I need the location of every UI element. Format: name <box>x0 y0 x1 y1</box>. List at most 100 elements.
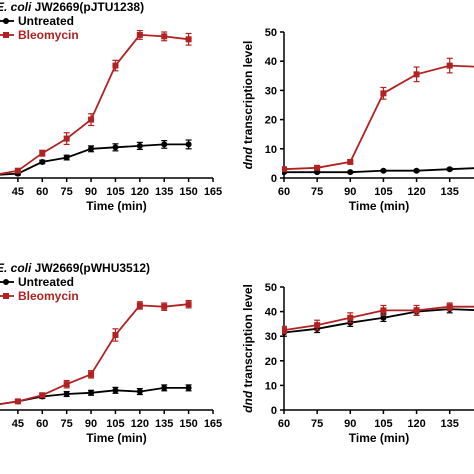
panel-title-species: E. coli <box>0 261 32 275</box>
data-point-bleomycin <box>314 322 321 329</box>
data-point-bleomycin <box>282 327 287 334</box>
x-tick-label: 60 <box>278 186 290 198</box>
x-tick-label: 90 <box>344 186 356 198</box>
x-tick-label: 75 <box>61 186 73 198</box>
data-point-bleomycin <box>112 62 119 69</box>
series-line-bleomycin <box>0 303 189 406</box>
legend-label-untreated: Untreated <box>18 275 74 289</box>
y-axis-title-rest: transcription level <box>241 41 255 148</box>
legend-marker-bleomycin <box>3 32 9 38</box>
series-line-bleomycin <box>0 33 189 175</box>
y-axis-title-italic: dnd <box>241 147 255 170</box>
x-axis-title: Time (min) <box>349 199 409 213</box>
data-point-bleomycin <box>39 392 46 399</box>
x-tick-label: 105 <box>374 418 392 430</box>
x-tick-label: 90 <box>344 418 356 430</box>
data-point-untreated <box>347 169 354 176</box>
data-point-bleomycin <box>136 31 143 38</box>
series-line-untreated <box>283 308 474 334</box>
data-point-untreated <box>380 314 387 321</box>
x-tick-label: 135 <box>155 186 173 198</box>
x-axis-title: Time (min) <box>349 431 409 445</box>
data-point-untreated <box>88 145 95 152</box>
y-tick-label: 20 <box>265 356 277 368</box>
y-axis-title: dnd transcription level <box>241 41 255 170</box>
legend-label-bleomycin: Bleomycin <box>18 28 79 42</box>
x-tick-label: 60 <box>36 418 48 430</box>
panel-title: E. coli JW2669(pWHU3512) <box>0 261 150 275</box>
data-point-untreated <box>112 144 119 151</box>
x-tick-label: 165 <box>204 418 222 430</box>
data-point-untreated <box>88 389 95 396</box>
data-point-bleomycin <box>14 167 21 174</box>
x-tick-label: 105 <box>106 418 124 430</box>
series-group <box>282 57 474 176</box>
data-point-bleomycin <box>446 303 453 310</box>
data-point-bleomycin <box>63 381 70 388</box>
x-axis-title: Time (min) <box>86 199 146 213</box>
panel-title-strain: JW2669(pWHU3512) <box>31 261 150 275</box>
panel-title-strain: JW2669(pJTU1238) <box>31 0 144 14</box>
y-tick-label: 30 <box>265 85 277 97</box>
legend-label-bleomycin: Bleomycin <box>18 289 79 303</box>
x-tick-label: 75 <box>311 418 323 430</box>
x-tick-label: 150 <box>179 418 197 430</box>
x-axis-title: Time (min) <box>86 431 146 445</box>
data-point-untreated <box>63 154 70 161</box>
legend-marker-bleomycin <box>3 293 9 299</box>
series-group <box>0 299 192 406</box>
data-point-bleomycin <box>136 302 143 309</box>
data-point-bleomycin <box>347 314 354 321</box>
x-tick-label: 45 <box>12 186 24 198</box>
data-point-untreated <box>185 141 192 148</box>
data-point-bleomycin <box>63 135 70 142</box>
y-tick-label: 10 <box>265 380 277 392</box>
series-line-bleomycin <box>283 64 474 171</box>
y-axis-title: dnd transcription level <box>241 284 255 413</box>
chart-top-right: 607590105120135150Time (min)01020304050d… <box>241 27 474 213</box>
data-point-bleomycin <box>380 307 387 314</box>
x-tick-label: 135 <box>441 418 459 430</box>
x-tick-label: 90 <box>85 418 97 430</box>
panel-title-species: E. coli <box>0 0 32 14</box>
y-tick-label: 0 <box>271 173 277 185</box>
x-tick-label: 165 <box>204 186 222 198</box>
y-tick-label: 40 <box>265 307 277 319</box>
data-point-bleomycin <box>446 62 453 69</box>
y-tick-label: 40 <box>265 56 277 68</box>
x-tick-label: 45 <box>12 418 24 430</box>
series-line-untreated <box>0 386 189 406</box>
y-tick-label: 20 <box>265 115 277 127</box>
data-point-untreated <box>136 142 143 149</box>
x-tick-label: 150 <box>179 186 197 198</box>
y-tick-label: 10 <box>265 144 277 156</box>
y-tick-label: 50 <box>265 27 277 39</box>
data-point-untreated <box>112 387 119 394</box>
x-tick-label: 60 <box>278 418 290 430</box>
data-point-untreated <box>161 384 168 391</box>
chart-top-left: 45 60 75 90 105 120 135 150 165 Time (min) E. coli… <box>0 0 222 213</box>
x-tick-label: 60 <box>36 186 48 198</box>
y-tick-label: 0 <box>271 405 277 417</box>
x-tick-label: 120 <box>131 186 149 198</box>
x-tick-label: 135 <box>155 418 173 430</box>
data-point-untreated <box>39 158 46 165</box>
data-point-bleomycin <box>413 71 420 78</box>
x-tick-label: 120 <box>407 186 425 198</box>
y-tick-label: 30 <box>265 331 277 343</box>
x-tick-label: 105 <box>106 186 124 198</box>
data-point-untreated <box>185 384 192 391</box>
data-point-untreated <box>380 167 387 174</box>
x-tick-label: 75 <box>311 186 323 198</box>
data-point-bleomycin <box>413 307 420 314</box>
data-point-untreated <box>136 388 143 395</box>
legend-marker-untreated <box>3 18 9 24</box>
series-group <box>282 302 474 337</box>
series-group <box>0 29 192 177</box>
data-point-bleomycin <box>282 166 287 173</box>
data-point-bleomycin <box>88 116 95 123</box>
data-point-untreated <box>413 167 420 174</box>
legend-marker-untreated <box>3 279 9 285</box>
